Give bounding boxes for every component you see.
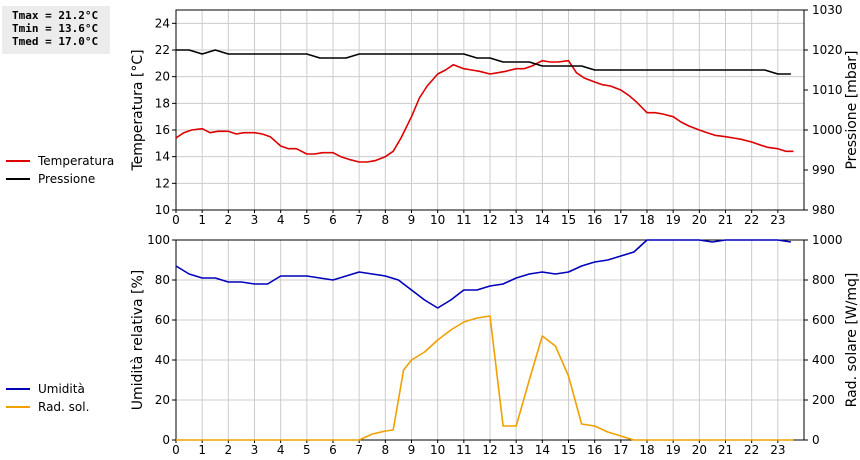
x-tick-label: 12 [482, 443, 497, 457]
y2-tick-label: 980 [812, 203, 835, 217]
y2-tick-label: 0 [812, 433, 820, 447]
y-tick-label: 60 [155, 313, 170, 327]
x-tick-label: 8 [382, 443, 390, 457]
legend-label: Rad. sol. [38, 400, 89, 414]
y2-tick-label: 1010 [812, 83, 843, 97]
y-tick-label: 14 [155, 150, 170, 164]
x-tick-label: 14 [535, 443, 550, 457]
y-tick-label: 20 [155, 70, 170, 84]
y2-tick-label: 200 [812, 393, 835, 407]
stat-tmed: Tmed = 17.0°C [12, 35, 99, 48]
y2-axis-label: Pressione [mbar] [844, 50, 860, 169]
x-tick-label: 22 [744, 213, 759, 227]
y2-axis-label: Rad. solare [W/mq] [844, 273, 860, 408]
y-tick-label: 20 [155, 393, 170, 407]
x-tick-label: 9 [408, 213, 416, 227]
x-tick-label: 10 [430, 213, 445, 227]
series-line-temperatura [175, 59, 794, 163]
y2-tick-label: 1000 [812, 233, 843, 247]
series-line-rad-sol [176, 315, 794, 441]
x-tick-label: 3 [251, 443, 259, 457]
x-tick-label: 10 [430, 443, 445, 457]
y-tick-label: 24 [155, 16, 170, 30]
x-tick-label: 13 [509, 443, 524, 457]
plot-frame [175, 239, 805, 441]
x-tick-label: 15 [561, 443, 576, 457]
y-axis-label: Temperatura [°C] [130, 49, 146, 171]
y-tick-label: 80 [155, 273, 170, 287]
x-tick-label: 23 [770, 443, 785, 457]
x-tick-label: 16 [587, 443, 602, 457]
series-line-umidit [175, 239, 792, 309]
series-line-pressione [176, 49, 791, 75]
x-tick-label: 23 [770, 213, 785, 227]
x-tick-label: 13 [509, 213, 524, 227]
x-tick-label: 21 [718, 443, 733, 457]
x-tick-label: 19 [666, 213, 681, 227]
x-tick-label: 0 [172, 443, 180, 457]
legend-label: Umidità [38, 382, 85, 396]
x-tick-label: 3 [251, 213, 259, 227]
x-tick-label: 14 [535, 213, 550, 227]
y-tick-label: 40 [155, 353, 170, 367]
x-tick-label: 18 [639, 213, 654, 227]
stat-tmax: Tmax = 21.2°C [12, 9, 99, 22]
x-tick-label: 2 [225, 213, 233, 227]
x-tick-label: 22 [744, 443, 759, 457]
x-tick-label: 2 [225, 443, 233, 457]
y-tick-label: 12 [155, 176, 170, 190]
x-tick-label: 7 [355, 213, 363, 227]
legend-label: Temperatura [37, 154, 114, 168]
x-tick-label: 20 [692, 443, 707, 457]
stat-tmin: Tmin = 13.6°C [12, 22, 99, 35]
x-tick-label: 4 [277, 443, 285, 457]
x-tick-label: 6 [329, 213, 337, 227]
x-tick-label: 17 [613, 213, 628, 227]
y2-tick-label: 990 [812, 163, 835, 177]
y2-tick-label: 1000 [812, 123, 843, 137]
x-tick-label: 12 [482, 213, 497, 227]
x-tick-label: 1 [198, 443, 206, 457]
x-tick-label: 5 [303, 443, 311, 457]
plot-frame [175, 9, 805, 211]
x-tick-label: 15 [561, 213, 576, 227]
x-tick-label: 18 [639, 443, 654, 457]
x-tick-label: 11 [456, 443, 471, 457]
y-tick-label: 22 [155, 43, 170, 57]
y-tick-label: 100 [147, 233, 170, 247]
x-tick-label: 4 [277, 213, 285, 227]
x-tick-label: 16 [587, 213, 602, 227]
y-tick-label: 16 [155, 123, 170, 137]
y2-tick-label: 1020 [812, 43, 843, 57]
x-tick-label: 7 [355, 443, 363, 457]
y2-tick-label: 1030 [812, 3, 843, 17]
stats-box: Tmax = 21.2°C Tmin = 13.6°C Tmed = 17.0°… [2, 6, 110, 54]
x-tick-label: 9 [408, 443, 416, 457]
y-tick-label: 0 [162, 433, 170, 447]
x-tick-label: 17 [613, 443, 628, 457]
x-tick-label: 6 [329, 443, 337, 457]
y2-tick-label: 600 [812, 313, 835, 327]
x-tick-label: 20 [692, 213, 707, 227]
x-tick-label: 1 [198, 213, 206, 227]
x-tick-label: 5 [303, 213, 311, 227]
x-tick-label: 19 [666, 443, 681, 457]
legend-label: Pressione [38, 172, 95, 186]
x-tick-label: 21 [718, 213, 733, 227]
y-axis-label: Umidità relativa [%] [130, 270, 146, 411]
y2-tick-label: 800 [812, 273, 835, 287]
x-tick-label: 8 [382, 213, 390, 227]
x-tick-label: 11 [456, 213, 471, 227]
y-tick-label: 10 [155, 203, 170, 217]
x-tick-label: 0 [172, 213, 180, 227]
y-tick-label: 18 [155, 96, 170, 110]
y2-tick-label: 400 [812, 353, 835, 367]
